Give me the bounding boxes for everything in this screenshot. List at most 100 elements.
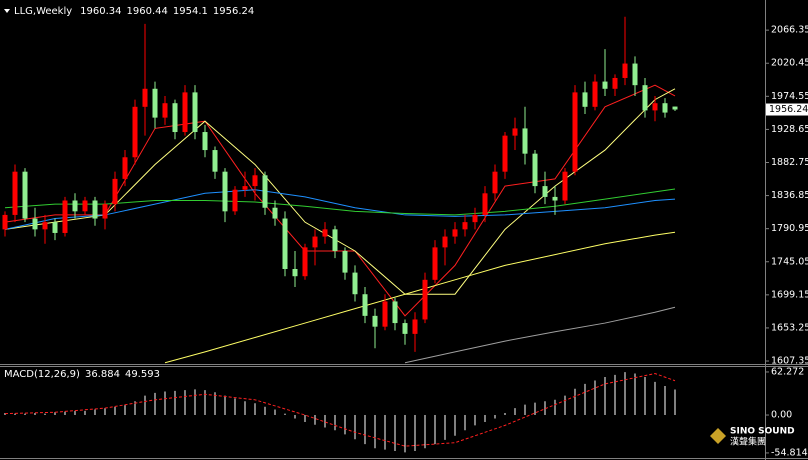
candle-body xyxy=(212,150,218,172)
candle-body xyxy=(92,200,98,219)
candle-body xyxy=(332,229,338,251)
y-tick-label: 0.00 xyxy=(771,410,792,421)
y-tick-label: 62.272 xyxy=(771,366,804,377)
macd-value: 36.884 xyxy=(85,369,120,380)
candle-body xyxy=(582,92,588,107)
candle-body xyxy=(452,229,458,237)
candle-body xyxy=(462,222,468,230)
candle-body xyxy=(162,103,168,118)
candle-body xyxy=(612,77,618,89)
ohlc-value: 1956.24 xyxy=(213,6,254,17)
candle-body xyxy=(72,200,78,212)
y-tick-label: 1836.85 xyxy=(771,190,808,201)
candle-body xyxy=(422,279,428,320)
price-label: 1956.24 xyxy=(769,104,808,115)
candle-body xyxy=(502,135,508,172)
candle-body xyxy=(542,186,548,197)
moving-average xyxy=(164,231,676,364)
logo-chinese: 漢聲集團 xyxy=(730,436,766,448)
candle-body xyxy=(102,204,108,219)
candle-body xyxy=(672,106,678,110)
candle-body xyxy=(532,153,538,187)
candle-body xyxy=(232,189,238,212)
candle-body xyxy=(252,175,258,187)
logo-name: SINO SOUND xyxy=(730,427,795,437)
y-tick-label: -54.814 xyxy=(771,447,808,458)
candle-body xyxy=(552,196,558,201)
macd-title: MACD(12,26,9) xyxy=(4,369,80,380)
candle-body xyxy=(592,81,598,107)
logo: SINO SOUND 漢聲集團 xyxy=(710,427,795,448)
candle-body xyxy=(172,103,178,133)
candle-body xyxy=(182,92,188,133)
y-tick-label: 1928.65 xyxy=(771,124,808,135)
candle-body xyxy=(392,301,398,324)
candle-body xyxy=(152,88,158,118)
candle-body xyxy=(632,63,638,86)
candle-body xyxy=(82,200,88,212)
moving-average xyxy=(4,88,676,295)
menu-arrow xyxy=(4,9,10,13)
moving-average xyxy=(4,188,676,216)
candle-body xyxy=(442,236,448,248)
candle-body xyxy=(312,236,318,248)
candle-body xyxy=(622,63,628,78)
candle-body xyxy=(652,103,658,111)
candle-body xyxy=(272,207,278,219)
candle-body xyxy=(292,268,298,277)
candle-body xyxy=(342,250,348,273)
candle-body xyxy=(222,171,228,212)
candle-body xyxy=(412,319,418,334)
candle-body xyxy=(352,272,358,295)
y-tick-label: 1882.75 xyxy=(771,157,808,168)
y-tick-label: 1699.15 xyxy=(771,289,808,300)
candle-body xyxy=(62,200,68,233)
y-tick-label: 2066.35 xyxy=(771,25,808,36)
candle-body xyxy=(52,222,58,233)
moving-average xyxy=(404,306,676,364)
candle-body xyxy=(492,171,498,194)
candle-body xyxy=(202,132,208,151)
y-tick-label: 1745.05 xyxy=(771,256,808,267)
ohlc-value: 1954.1 xyxy=(173,6,208,17)
candle-body xyxy=(22,171,28,219)
candle-body xyxy=(662,103,668,113)
y-tick-label: 1607.35 xyxy=(771,356,808,367)
signal-value: 49.593 xyxy=(125,369,160,380)
candle-body xyxy=(402,323,408,334)
candle-body xyxy=(12,171,18,215)
candle-body xyxy=(42,222,48,230)
candle-body xyxy=(522,128,528,154)
candle-body xyxy=(482,193,488,215)
candle-body xyxy=(32,218,38,230)
y-tick-label: 1974.55 xyxy=(771,91,808,102)
candle-body xyxy=(2,214,8,230)
candle-body xyxy=(192,92,198,133)
chart-title: LLG,Weekly xyxy=(14,6,72,17)
moving-average xyxy=(4,189,676,230)
candle-body xyxy=(642,85,648,111)
y-tick-label: 2020.45 xyxy=(771,58,808,69)
candle-body xyxy=(302,247,308,277)
candle-body xyxy=(242,186,248,190)
candle-body xyxy=(132,106,138,158)
signal-line xyxy=(4,373,676,447)
candle-body xyxy=(282,218,288,269)
candle-body xyxy=(572,92,578,172)
candle-body xyxy=(112,178,118,205)
ohlc-value: 1960.44 xyxy=(127,6,168,17)
candle-body xyxy=(432,247,438,280)
candle-body xyxy=(382,301,388,327)
price-label-box xyxy=(766,103,808,116)
candle-body xyxy=(262,175,268,208)
candle-body xyxy=(562,171,568,201)
y-tick-label: 1653.25 xyxy=(771,322,808,333)
candle-body xyxy=(122,157,128,179)
candle-body xyxy=(322,229,328,237)
candle-body xyxy=(362,294,368,316)
candle-body xyxy=(472,214,478,223)
candle-body xyxy=(372,315,378,327)
candle-body xyxy=(602,81,608,89)
